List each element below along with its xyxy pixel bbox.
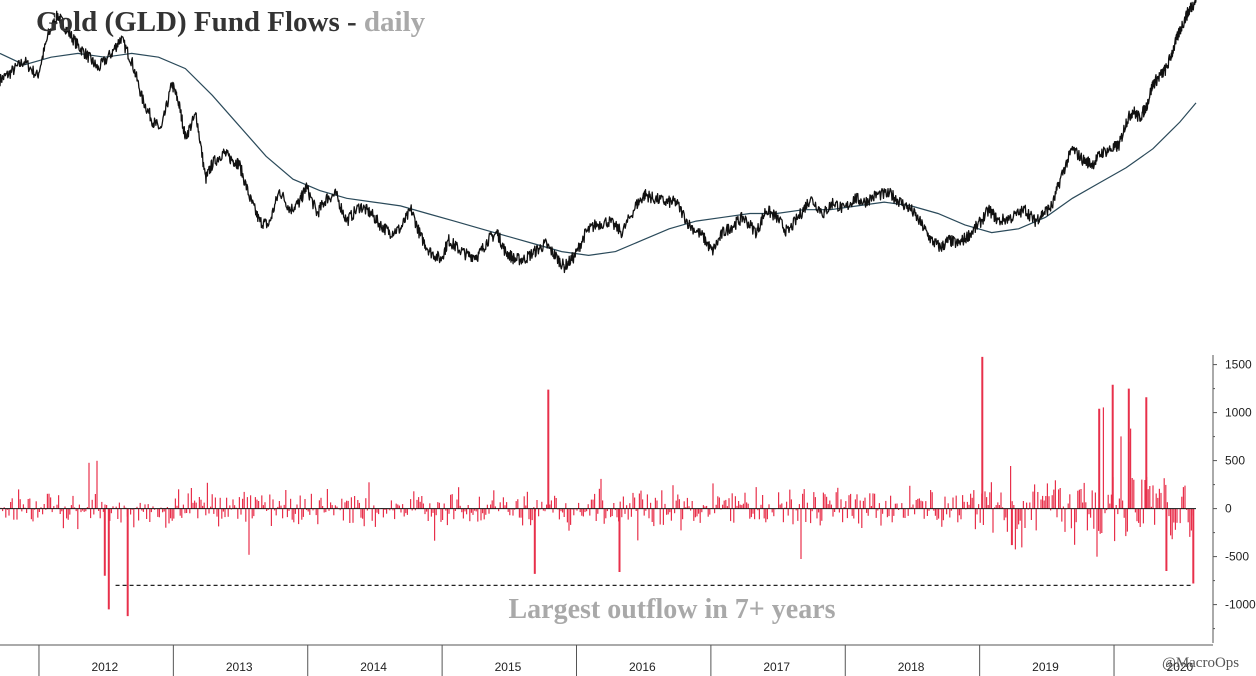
annotation-largest-outflow: Largest outflow in 7+ years bbox=[508, 594, 835, 625]
chart-title: Gold (GLD) Fund Flows - daily bbox=[36, 6, 425, 39]
x-tick-label: 2012 bbox=[91, 660, 118, 674]
title-separator: - bbox=[347, 6, 357, 38]
title-subtitle: daily bbox=[363, 6, 426, 38]
y-tick-label: 0 bbox=[1225, 502, 1232, 516]
credit-label: @MacroOps bbox=[1162, 655, 1239, 671]
x-tick-label: 2015 bbox=[495, 660, 522, 674]
flows-panel bbox=[0, 356, 1196, 617]
x-tick-label: 2017 bbox=[763, 660, 790, 674]
series-price bbox=[0, 0, 1197, 274]
x-tick-label: 2014 bbox=[360, 660, 387, 674]
x-tick-label: 2019 bbox=[1032, 660, 1059, 674]
y-tick-label: -500 bbox=[1225, 550, 1249, 564]
y-tick-label: 1500 bbox=[1225, 358, 1252, 372]
price-panel bbox=[0, 0, 1197, 274]
x-tick-label: 2016 bbox=[629, 660, 656, 674]
y-tick-label: 1000 bbox=[1225, 406, 1252, 420]
x-tick-label: 2013 bbox=[226, 660, 253, 674]
x-tick-label: 2018 bbox=[898, 660, 925, 674]
y-tick-label: 500 bbox=[1225, 454, 1245, 468]
x-tick-label: 2020 bbox=[1167, 660, 1194, 674]
y-tick-label: -1000 bbox=[1225, 598, 1256, 612]
series-moving-average bbox=[0, 52, 1197, 257]
title-main: Gold (GLD) Fund Flows bbox=[36, 6, 340, 38]
axes: 1500 1000 500 0 -500 -1000 2012 2013 2014 2015 201… bbox=[0, 355, 1256, 676]
